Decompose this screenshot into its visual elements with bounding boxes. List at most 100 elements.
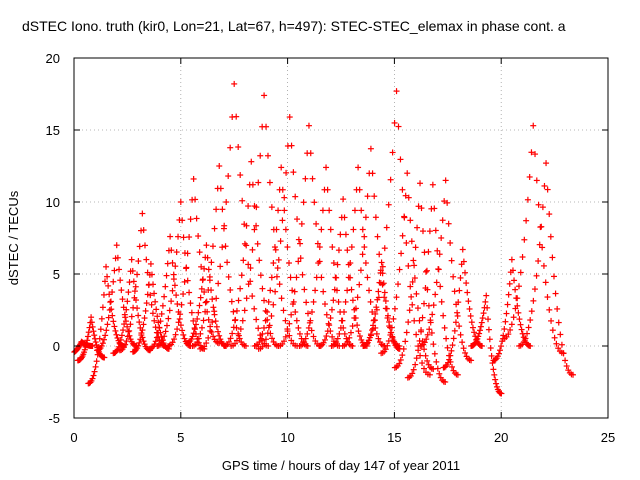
data-point: [155, 342, 162, 349]
data-point: [108, 306, 115, 313]
data-point: [205, 334, 212, 341]
data-point: [552, 290, 559, 297]
data-point: [205, 286, 212, 293]
plot-frame: [73, 57, 609, 419]
data-point: [406, 307, 413, 314]
data-point: [440, 312, 447, 319]
data-point: [449, 342, 456, 349]
data-point: [448, 347, 455, 354]
data-point: [90, 372, 97, 379]
data-point: [445, 359, 452, 366]
data-point: [446, 356, 453, 363]
data-point: [330, 297, 337, 304]
data-point: [560, 350, 567, 357]
data-point: [136, 319, 143, 326]
data-point: [202, 299, 209, 306]
data-point: [297, 240, 304, 247]
data-point: [508, 256, 515, 263]
data-point: [165, 315, 172, 322]
data-point: [409, 370, 416, 377]
data-point: [282, 333, 289, 340]
data-point: [157, 318, 164, 325]
data-point: [294, 216, 301, 223]
data-point: [436, 370, 443, 377]
data-point: [227, 335, 234, 342]
data-point: [267, 287, 274, 294]
y-tick-label: 20: [46, 51, 60, 66]
data-point: [320, 288, 327, 295]
data-point: [448, 257, 455, 264]
data-point: [296, 330, 303, 337]
data-point: [197, 330, 204, 337]
data-point: [123, 338, 130, 345]
data-point: [379, 270, 386, 277]
data-point: [562, 357, 569, 364]
data-point: [540, 262, 547, 269]
data-point: [159, 302, 166, 309]
data-point: [405, 319, 412, 326]
data-point: [478, 319, 485, 326]
data-point: [367, 145, 374, 152]
data-point: [91, 368, 98, 375]
data-point: [243, 295, 250, 302]
data-point: [373, 306, 380, 313]
data-point: [278, 164, 285, 171]
data-point: [393, 294, 400, 301]
data-point: [364, 340, 371, 347]
data-point: [159, 337, 166, 344]
data-point: [544, 186, 551, 193]
data-point: [197, 294, 204, 301]
data-point: [300, 199, 307, 206]
data-point: [401, 213, 408, 220]
data-point: [517, 269, 524, 276]
data-point: [280, 307, 287, 314]
data-point: [311, 199, 318, 206]
data-point: [318, 226, 325, 233]
data-point: [491, 371, 498, 378]
data-point: [498, 343, 505, 350]
data-point: [417, 352, 424, 359]
data-point: [384, 312, 391, 319]
data-point: [419, 314, 426, 321]
data-point: [136, 339, 143, 346]
data-point: [349, 343, 356, 349]
data-point: [207, 327, 214, 334]
data-point: [388, 324, 395, 331]
data-point: [213, 206, 220, 213]
data-point: [241, 307, 248, 314]
data-point: [434, 247, 441, 254]
data-point: [404, 170, 411, 177]
data-point: [402, 338, 409, 345]
data-point: [281, 207, 288, 214]
data-point: [341, 330, 348, 337]
data-point: [232, 316, 239, 323]
data-point: [384, 342, 391, 349]
data-point: [209, 296, 216, 303]
data-point: [155, 329, 162, 336]
data-point: [173, 292, 180, 299]
data-point: [168, 298, 175, 305]
data-point: [422, 268, 429, 275]
data-point: [555, 319, 562, 326]
data-point: [256, 257, 263, 264]
data-point: [334, 261, 341, 268]
data-point: [101, 336, 108, 343]
data-point: [531, 286, 538, 293]
data-point: [180, 291, 187, 298]
data-point: [225, 273, 232, 280]
data-point: [383, 224, 390, 231]
data-point: [530, 297, 537, 304]
data-point: [415, 347, 422, 354]
data-point: [406, 374, 413, 381]
data-point: [454, 309, 461, 316]
data-point: [434, 365, 441, 372]
data-point: [122, 341, 129, 348]
data-point: [527, 317, 534, 324]
data-point: [303, 299, 310, 306]
data-point: [211, 225, 218, 232]
data-point: [235, 144, 242, 151]
data-point: [175, 233, 182, 240]
data-point: [480, 310, 487, 317]
data-point: [231, 80, 238, 87]
data-point: [249, 246, 256, 253]
